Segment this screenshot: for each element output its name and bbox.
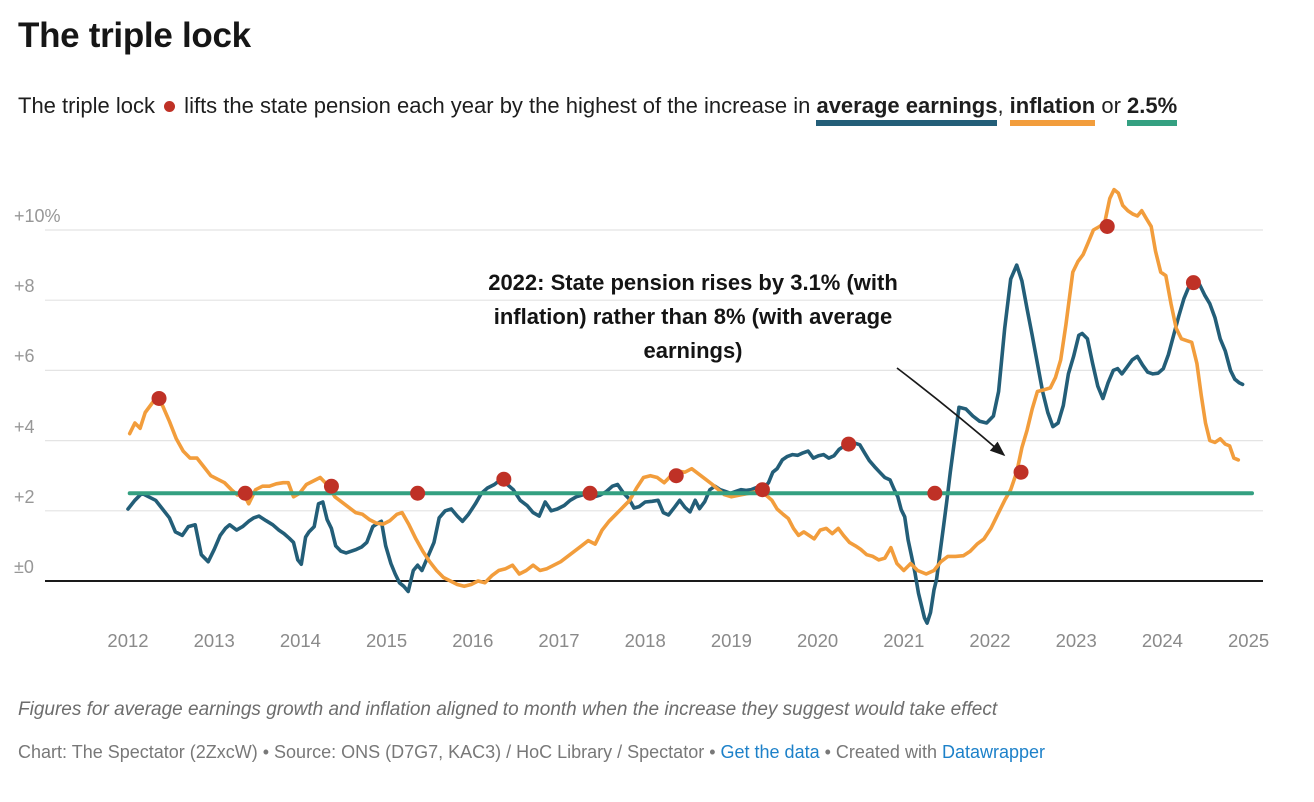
gridlines bbox=[45, 229, 1263, 582]
triple-lock-dot bbox=[927, 485, 943, 501]
triple-lock-dot bbox=[1013, 464, 1029, 480]
triple-lock-dot bbox=[1185, 275, 1201, 291]
triple-lock-dot bbox=[668, 468, 684, 484]
triple-lock-dot bbox=[496, 471, 512, 487]
credit-text: Created with bbox=[835, 742, 942, 762]
x-tick-label: 2022 bbox=[969, 630, 1011, 651]
x-tick-label: 2018 bbox=[624, 630, 666, 651]
triple-lock-dot bbox=[582, 485, 598, 501]
triple-lock-dot bbox=[237, 485, 253, 501]
y-tick-label: +6 bbox=[14, 346, 35, 367]
annotation-line: earnings) bbox=[643, 338, 743, 363]
x-tick-label: 2016 bbox=[452, 630, 494, 651]
annotation-arrow bbox=[896, 367, 1006, 457]
y-tick-label: +4 bbox=[14, 416, 35, 437]
y-tick-label: +8 bbox=[14, 276, 35, 297]
triple-lock-dot bbox=[754, 482, 770, 498]
x-tick-label: 2023 bbox=[1055, 630, 1097, 651]
x-tick-label: 2015 bbox=[366, 630, 408, 651]
triple-lock-dot bbox=[323, 478, 339, 494]
annotation-line: 2022: State pension rises by 3.1% (with bbox=[488, 270, 898, 295]
x-tick-label: 2013 bbox=[193, 630, 235, 651]
footnote: Figures for average earnings growth and … bbox=[18, 699, 998, 720]
x-tick-label: 2014 bbox=[279, 630, 321, 651]
subtitle-text: , bbox=[997, 93, 1010, 118]
x-tick-label: 2021 bbox=[883, 630, 925, 651]
red-dot-icon bbox=[164, 101, 176, 112]
triple-lock-dots bbox=[151, 218, 1201, 501]
subtitle-text: or bbox=[1095, 93, 1128, 118]
data-lines bbox=[126, 187, 1254, 625]
average-earnings-line bbox=[126, 263, 1245, 625]
annotation-2022: 2022: State pension rises by 3.1% (with i… bbox=[420, 266, 966, 368]
y-tick-label: ±0 bbox=[14, 557, 34, 577]
subtitle-text: lifts the state pension each year by the… bbox=[178, 93, 817, 118]
x-tick-label: 2024 bbox=[1141, 630, 1183, 651]
x-tick-label: 2020 bbox=[797, 630, 839, 651]
x-tick-label: 2017 bbox=[538, 630, 580, 651]
x-tick-label: 2019 bbox=[710, 630, 752, 651]
triple-lock-dot bbox=[1099, 218, 1115, 234]
triple-lock-dot bbox=[841, 436, 857, 452]
inflation-line bbox=[127, 187, 1241, 589]
legend-term-floor: 2.5% bbox=[1127, 93, 1178, 126]
page-title: The triple lock bbox=[18, 16, 251, 55]
y-tick-label: +10% bbox=[14, 206, 61, 226]
chart-subtitle-legend: The triple lock lifts the state pension … bbox=[18, 88, 1270, 126]
subtitle-text: The triple lock bbox=[18, 93, 162, 118]
annotation-line: inflation) rather than 8% (with average bbox=[493, 304, 893, 329]
legend-term-earnings: average earnings bbox=[816, 93, 998, 126]
credit-text: Chart: The Spectator (2ZxcW) • Source: O… bbox=[18, 742, 721, 762]
credit-text: • bbox=[819, 742, 836, 762]
get-the-data-link[interactable]: Get the data bbox=[720, 742, 820, 762]
credit-line: Chart: The Spectator (2ZxcW) • Source: O… bbox=[18, 742, 1298, 763]
x-tick-label: 2025 bbox=[1228, 630, 1270, 651]
datawrapper-link[interactable]: Datawrapper bbox=[941, 742, 1046, 762]
legend-term-inflation: inflation bbox=[1009, 93, 1096, 126]
x-tick-label: 2012 bbox=[107, 630, 149, 651]
y-tick-label: +2 bbox=[14, 486, 35, 507]
triple-lock-dot bbox=[151, 390, 167, 406]
triple-lock-dot bbox=[410, 485, 426, 501]
